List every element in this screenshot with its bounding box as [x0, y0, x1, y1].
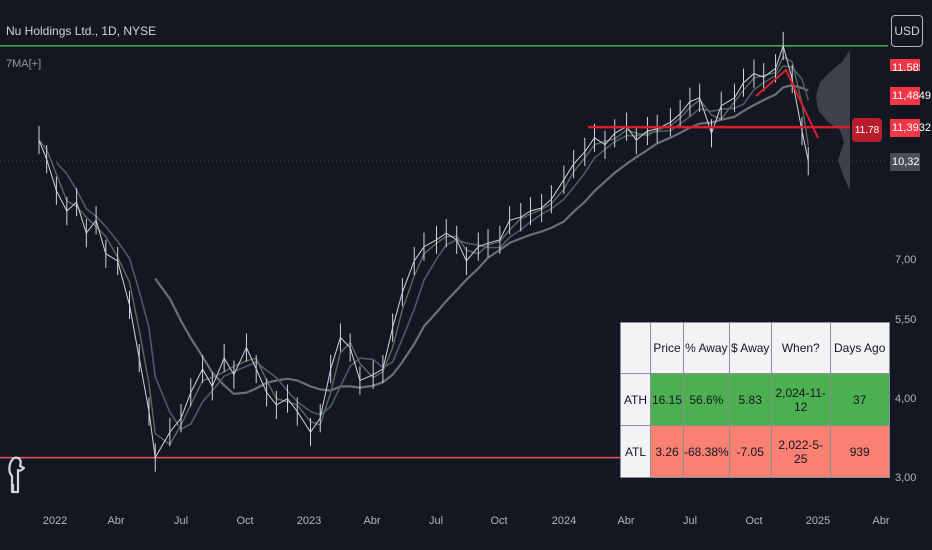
table-header: Price [650, 322, 684, 374]
x-tick: Jul [682, 515, 698, 527]
x-tick: Abr [872, 515, 890, 527]
x-tick: Abr [107, 515, 125, 527]
symbol-title: Nu Holdings Ltd., 1D, NYSE [6, 24, 157, 38]
table-cell: 2,022-5-25 [770, 425, 831, 478]
volume-profile [816, 50, 850, 190]
table-row-label: ATL [620, 425, 651, 478]
x-tick: Abr [363, 515, 381, 527]
ath-atl-table: Price % Away $ Away When? Days Ago ATH 1… [620, 322, 890, 478]
x-tick: 2024 [551, 515, 577, 527]
table-cell: -68.38% [683, 425, 730, 478]
table-row-label: ATH [620, 373, 651, 426]
y-tick: 7,00 [895, 254, 917, 266]
indicator-label[interactable]: 7MA[+] [6, 58, 42, 70]
price-line [38, 44, 809, 460]
price-badge-top: 11,5853 [890, 59, 920, 71]
table-cell: 939 [829, 425, 890, 478]
x-tick: 2025 [805, 515, 831, 527]
table-header: % Away [683, 322, 730, 374]
price-badge-last: 10,32 [890, 153, 920, 171]
y-tick: 5,50 [895, 314, 917, 326]
y-tick: 3,00 [895, 472, 917, 484]
table-cell: 5.83 [728, 373, 772, 426]
currency-button[interactable]: USD [891, 15, 923, 47]
x-tick: Jul [428, 515, 444, 527]
table-cell: -7.05 [728, 425, 772, 478]
table-header: When? [770, 322, 831, 374]
x-tick: 2022 [42, 515, 68, 527]
x-tick: Oct [236, 515, 254, 527]
x-tick: Abr [617, 515, 635, 527]
x-tick: Jul [173, 515, 189, 527]
y-tick: 4,00 [895, 393, 917, 405]
table-cell: 16.15 [650, 373, 684, 426]
table-header: $ Away [728, 322, 772, 374]
x-tick: Oct [745, 515, 763, 527]
table-header: Days Ago [829, 322, 890, 374]
table-header-blank [620, 322, 651, 374]
table-cell: 3.26 [650, 425, 684, 478]
table-cell: 2,024-11-12 [770, 373, 831, 426]
level-label: 11.78 [852, 118, 882, 142]
x-tick: 2023 [296, 515, 322, 527]
trend-line [755, 68, 819, 139]
tradingview-logo-icon[interactable] [4, 446, 26, 494]
price-badge-upper: 11,4849 [890, 87, 931, 105]
price-badge-lower: 11,3932 [890, 119, 931, 137]
table-cell: 56.6% [683, 373, 730, 426]
table-cell: 37 [829, 373, 890, 426]
x-tick: Oct [490, 515, 508, 527]
